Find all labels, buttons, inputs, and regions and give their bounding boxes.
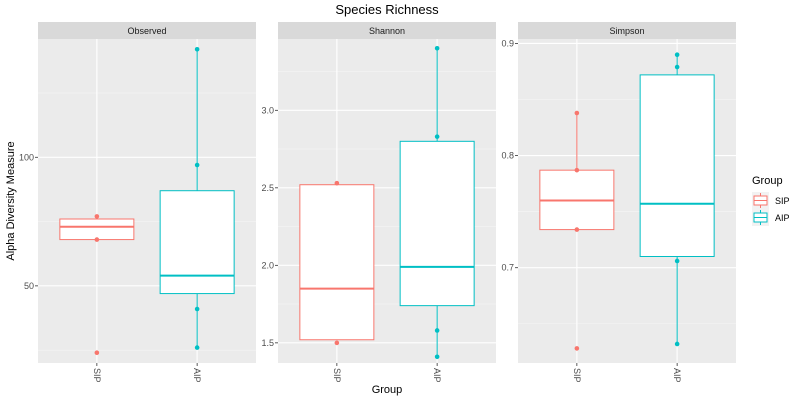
legend: Group SIP AIP — [752, 175, 790, 226]
data-point — [434, 46, 440, 51]
data-point — [674, 64, 680, 70]
y-tick-label: 0.7 — [501, 263, 514, 273]
box-sip — [539, 110, 615, 351]
facet-strip-label: Observed — [127, 26, 166, 36]
data-point — [94, 237, 100, 242]
data-point — [334, 340, 340, 346]
facet-simpson: Simpson 0.7 0.8 0.9 SIP AIP — [501, 22, 736, 383]
y-tick-label: 1.5 — [261, 338, 274, 348]
facet-strip-label: Shannon — [369, 26, 405, 36]
data-point — [574, 346, 580, 351]
y-tick-label: 0.9 — [501, 38, 514, 48]
data-point — [674, 341, 680, 347]
facet-shannon: Shannon 1.5 2.0 2.5 3.0 SIP AIP — [261, 22, 496, 383]
data-point — [94, 214, 100, 219]
data-point — [574, 110, 580, 116]
legend-label: SIP — [775, 196, 790, 206]
data-point — [194, 46, 200, 52]
data-point — [334, 180, 340, 186]
legend-label: AIP — [775, 213, 790, 223]
legend-item-sip: SIP — [752, 192, 790, 209]
data-point — [434, 328, 440, 333]
box-sip — [299, 180, 375, 346]
data-point — [574, 227, 580, 232]
legend-items: SIP AIP — [752, 192, 790, 226]
x-axis-title: Group — [372, 384, 403, 396]
data-point — [194, 162, 200, 168]
data-point — [434, 354, 440, 360]
facet-strip — [518, 22, 736, 39]
facet-strip — [38, 22, 256, 39]
x-tick-label: AIP — [672, 368, 682, 383]
data-point — [574, 167, 580, 173]
y-axis-title: Alpha Diversity Measure — [5, 141, 17, 260]
data-point — [194, 306, 200, 312]
y-tick-label: 2.5 — [261, 183, 274, 193]
x-tick-label: SIP — [332, 368, 342, 383]
x-tick-label: SIP — [92, 368, 102, 383]
box-iqr — [639, 74, 715, 257]
facet-strip-label: Simpson — [609, 26, 644, 36]
y-tick-label: 50 — [24, 281, 34, 291]
box-aip — [639, 52, 715, 347]
box-iqr — [159, 190, 235, 295]
data-point — [434, 134, 440, 139]
y-tick-label: 0.8 — [501, 151, 514, 161]
legend-item-aip: AIP — [752, 209, 790, 226]
box-sip — [59, 214, 135, 356]
box-aip — [399, 46, 475, 360]
data-point — [674, 52, 680, 57]
box-aip — [159, 46, 235, 350]
box-iqr — [59, 218, 135, 241]
chart-title: Species Richness — [335, 2, 439, 17]
data-point — [94, 350, 100, 356]
y-tick-label: 3.0 — [261, 105, 274, 115]
facet-strip — [278, 22, 496, 39]
x-tick-label: AIP — [192, 368, 202, 383]
y-tick-label: 100 — [19, 152, 34, 162]
legend-title: Group — [752, 175, 783, 187]
data-point — [674, 258, 680, 264]
facet-panels: Observed 50 100 SIP AIP Shannon 1.5 2.0 2.5 3.0 SI… — [19, 22, 736, 383]
box-iqr — [399, 140, 475, 307]
x-tick-label: AIP — [432, 368, 442, 383]
data-point — [194, 345, 200, 350]
facet-observed: Observed 50 100 SIP AIP — [19, 22, 256, 383]
y-tick-label: 2.0 — [261, 260, 274, 270]
x-tick-label: SIP — [572, 368, 582, 383]
box-iqr — [299, 184, 375, 341]
